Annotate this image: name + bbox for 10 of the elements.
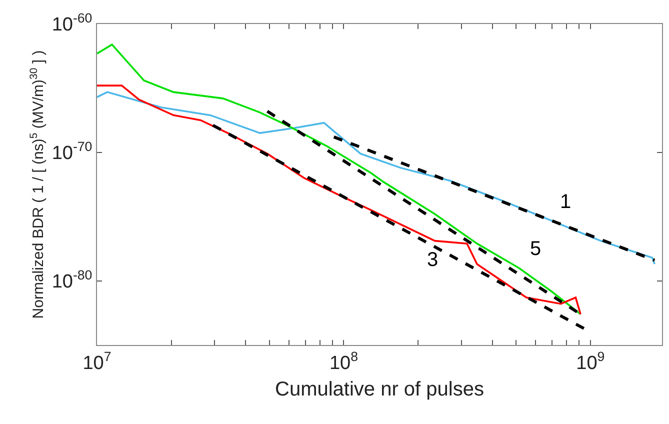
- annotation: 1: [560, 191, 572, 213]
- x-tick-label: 10$^{8}$: [329, 348, 358, 374]
- x-tick-label: 10$^{9}$: [576, 348, 605, 374]
- y-tick-label: 10$^{-60}$: [52, 10, 92, 36]
- x-tick-label: 10$^{7}$: [82, 348, 112, 374]
- annotation: 5: [530, 238, 542, 260]
- y-tick-label: 10$^{-70}$: [52, 139, 92, 164]
- annotation: 3: [427, 249, 438, 271]
- y-tick-label: 10$^{-80}$: [52, 267, 92, 292]
- x-axis-title: Cumulative nr of pulses: [275, 378, 484, 400]
